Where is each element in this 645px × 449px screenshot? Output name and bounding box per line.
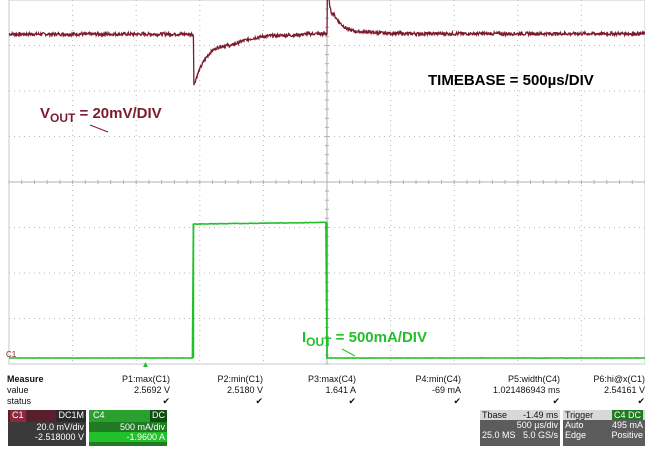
measure-row-labels: Measure value status (7, 374, 44, 407)
trigger-mode: Auto (565, 420, 584, 430)
timebase-rate: 5.0 GS/s (522, 430, 558, 440)
check-icon: ✔ (255, 396, 263, 406)
iout-pointer-line (341, 348, 356, 357)
measure-p6-value: 2.54161 V (603, 385, 645, 395)
c1-tag: C1 (10, 410, 26, 422)
measure-p3[interactable]: P3:max(C4) 1.641 A ✔ (296, 374, 356, 407)
measure-p2[interactable]: P2:min(C1) 2.5180 V ✔ (203, 374, 263, 407)
c1-coupling: DC1M (56, 410, 86, 422)
trigger-box[interactable]: Trigger C4 DC Auto 495 mA Edge Positive (563, 410, 645, 446)
trigger-type: Edge (565, 430, 587, 440)
trigger-slope: Positive (611, 430, 643, 440)
trigger-label: Trigger (565, 410, 594, 420)
measure-p2-value: 2.5180 V (226, 385, 263, 395)
iout-trace (8, 221, 645, 360)
c4-vdiv: 500 mA/div (119, 422, 165, 432)
timebase-annotation: TIMEBASE = 500µs/DIV (428, 72, 594, 89)
trigger-position-marker[interactable] (143, 362, 148, 367)
measure-p2-name: P2:min(C1) (217, 374, 263, 384)
graticule-grid (8, 0, 645, 365)
timebase-delay: -1.49 ms (522, 410, 558, 420)
iout-annotation-scale: = 500mA/DIV (332, 329, 427, 346)
waveform-traces (8, 0, 645, 360)
c1-descriptor-box[interactable]: C1 DC1M 20.0 mV/div -2.518000 V (8, 410, 86, 446)
measure-p1[interactable]: P1:max(C1) 2.5692 V ✔ (110, 374, 170, 407)
timebase-label: Tbase (482, 410, 508, 420)
check-icon: ✔ (453, 396, 461, 406)
c1-vdiv: 20.0 mV/div (36, 422, 84, 432)
measure-label: Measure (7, 374, 44, 384)
trigger-channel: C4 DC (611, 410, 643, 420)
measure-p6-name: P6:hi@x(C1) (593, 374, 645, 384)
c4-descriptor-box[interactable]: C4 DC 500 mA/div -1.9600 A (89, 410, 167, 446)
status-label: status (7, 396, 32, 406)
trigger-level: 495 mA (611, 420, 643, 430)
value-label: value (7, 385, 29, 395)
timebase-samples: 25.0 MS (482, 430, 516, 440)
vout-pointer-line (89, 124, 109, 133)
check-icon: ✔ (348, 396, 356, 406)
vout-annotation: VOUT = 20mV/DIV (40, 105, 162, 125)
measure-p5[interactable]: P5:width(C4) 1.021486943 ms ✔ (470, 374, 560, 407)
measure-p5-name: P5:width(C4) (507, 374, 560, 384)
check-icon: ✔ (552, 396, 560, 406)
check-icon: ✔ (162, 396, 170, 406)
measure-p6[interactable]: P6:hi@x(C1) 2.54161 V ✔ (565, 374, 645, 407)
iout-annotation: IOUT = 500mA/DIV (302, 329, 427, 349)
measure-p4-name: P4:min(C4) (415, 374, 461, 384)
c4-coupling: DC (150, 410, 167, 422)
c4-tag: C4 (93, 410, 105, 420)
check-icon: ✔ (637, 396, 645, 406)
measure-p1-value: 2.5692 V (133, 385, 170, 395)
vout-annotation-scale: = 20mV/DIV (75, 105, 161, 122)
timebase-tdiv: 500 µs/div (516, 420, 558, 430)
measure-p5-value: 1.021486943 ms (492, 385, 560, 395)
measure-p1-name: P1:max(C1) (121, 374, 170, 384)
vout-annotation-sub: OUT (50, 111, 76, 125)
c4-offset: -1.9600 A (89, 432, 167, 442)
timebase-box[interactable]: Tbase -1.49 ms 500 µs/div 25.0 MS 5.0 GS… (480, 410, 560, 446)
c1-offset: -2.518000 V (34, 432, 84, 442)
measure-p4-value: -69 mA (431, 385, 461, 395)
vout-trace (8, 0, 645, 86)
measure-p3-value: 1.641 A (325, 385, 356, 395)
measure-p3-name: P3:max(C4) (307, 374, 356, 384)
iout-annotation-i: I (302, 329, 306, 346)
measure-p4[interactable]: P4:min(C4) -69 mA ✔ (401, 374, 461, 407)
vout-annotation-v: V (40, 105, 50, 122)
c1-ground-marker[interactable]: C1 (6, 350, 17, 359)
iout-annotation-sub: OUT (306, 335, 332, 349)
